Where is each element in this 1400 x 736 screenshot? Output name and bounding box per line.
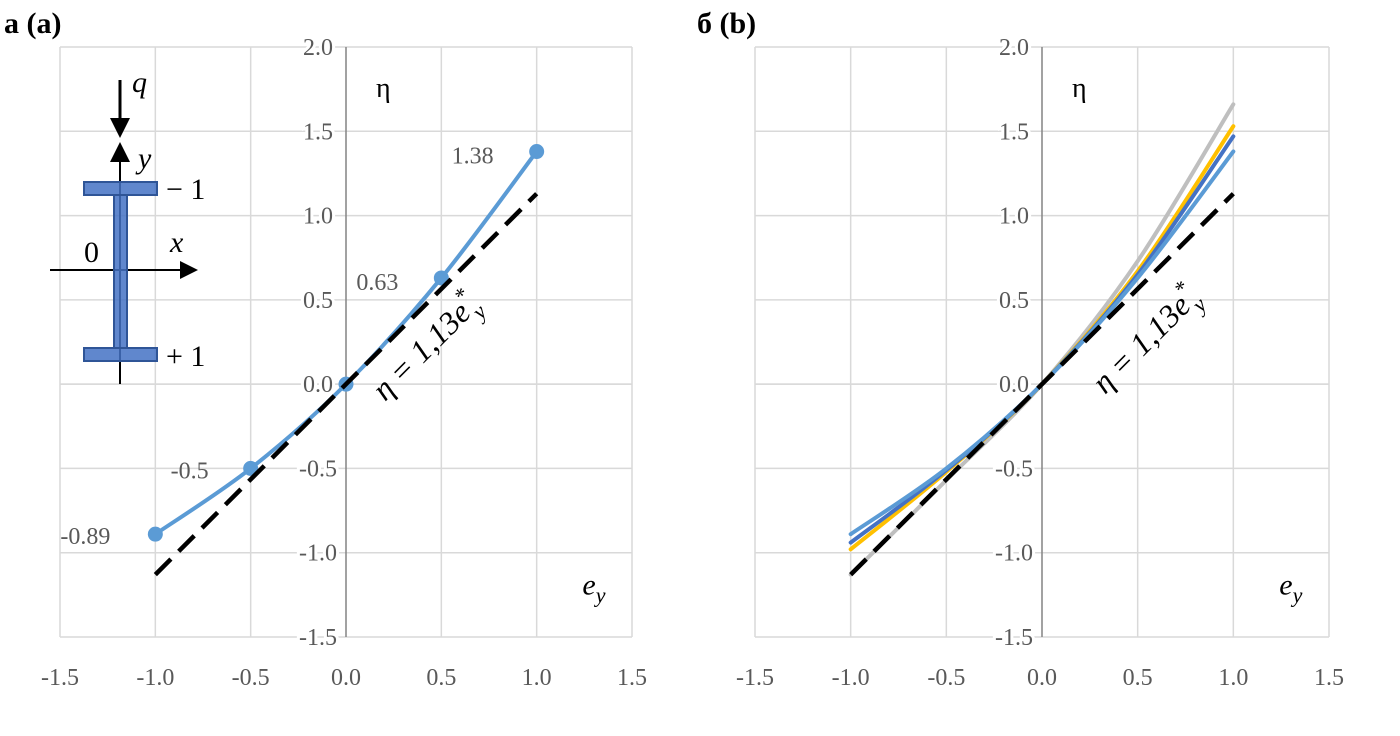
inset-load-label: q xyxy=(132,66,147,99)
y-tick-label: -1.5 xyxy=(299,625,337,651)
formula-text: η = 1,13e*y xyxy=(1081,275,1212,406)
data-point xyxy=(529,144,545,160)
data-point xyxy=(147,526,163,542)
inset-origin-label: 0 xyxy=(84,236,99,269)
y-tick-label: -1.0 xyxy=(299,541,337,567)
y-tick-label: 1.5 xyxy=(999,119,1029,145)
inset-load-arrow xyxy=(110,118,130,138)
chart-panel-b: -1.5 -1.0 -0.5 0.0 0.5 1.0 1.5 -1.5 -1.0 -0.5 0.0 0… xyxy=(697,7,1344,691)
x-tick-label: -1.0 xyxy=(832,665,870,691)
x-tick-label: 0.0 xyxy=(331,665,361,691)
chart-panel-a: -1.5 -1.0 -0.5 0.0 0.5 1.0 1.5 -1.5 -1.0 -0.5 0.0 0… xyxy=(4,7,647,691)
y-tick-label: 0.0 xyxy=(999,372,1029,398)
y-tick-label: -1.0 xyxy=(995,541,1033,567)
y-tick-label: 0.5 xyxy=(999,288,1029,314)
data-label: 0.63 xyxy=(356,270,398,296)
series-line-dashed xyxy=(849,192,1235,577)
ibeam-top-flange xyxy=(83,181,158,196)
data-label: -0.89 xyxy=(60,524,110,550)
x-axis-label: ey xyxy=(1279,568,1302,607)
x-axis-label: ey xyxy=(582,568,605,607)
y-tick-label: 2.0 xyxy=(303,35,333,61)
x-tick-label: 0.5 xyxy=(1123,665,1153,691)
inset-x-arrow xyxy=(180,261,198,279)
y-tick-label: 1.0 xyxy=(303,204,333,230)
panel-label: б (b) xyxy=(697,7,756,40)
data-point xyxy=(433,270,449,286)
x-tick-label: 1.0 xyxy=(522,665,552,691)
y-tick-label: 1.0 xyxy=(999,204,1029,230)
x-tick-label: 0.5 xyxy=(426,665,456,691)
inset-bottom-label: + 1 xyxy=(166,340,205,373)
x-tick-label: 0.0 xyxy=(1027,665,1057,691)
ibeam-inset: q y x 0 − 1 + 1 xyxy=(50,66,205,384)
x-tick-label: -1.5 xyxy=(736,665,774,691)
formula-annotation: η = 1,13e*y xyxy=(1081,275,1212,406)
y-tick-label: -0.5 xyxy=(299,456,337,482)
inset-x-label: x xyxy=(169,226,184,259)
y-tick-label: -0.5 xyxy=(995,456,1033,482)
x-tick-label: 1.5 xyxy=(1314,665,1344,691)
x-tick-label: -0.5 xyxy=(232,665,270,691)
y-axis-label: η xyxy=(376,73,391,104)
data-label: 1.38 xyxy=(452,144,494,170)
y-tick-label: -1.5 xyxy=(995,625,1033,651)
x-tick-label: -1.5 xyxy=(41,665,79,691)
x-tick-label: -1.0 xyxy=(136,665,174,691)
y-tick-label: 0.0 xyxy=(303,372,333,398)
inset-y-arrow xyxy=(110,142,130,162)
y-axis-label: η xyxy=(1072,73,1087,104)
ibeam-bottom-flange xyxy=(83,347,158,362)
x-tick-label: 1.5 xyxy=(617,665,647,691)
y-tick-label: 2.0 xyxy=(999,35,1029,61)
y-tick-label: 1.5 xyxy=(303,119,333,145)
inset-y-label: y xyxy=(135,142,152,175)
inset-top-label: − 1 xyxy=(166,173,205,206)
ibeam-web xyxy=(113,194,128,349)
y-tick-label: 0.5 xyxy=(303,288,333,314)
data-label: -0.5 xyxy=(171,458,209,484)
data-point xyxy=(243,460,259,476)
series-line-dashed xyxy=(153,192,539,577)
x-tick-label: -0.5 xyxy=(927,665,965,691)
x-tick-label: 1.0 xyxy=(1218,665,1248,691)
panel-label: а (a) xyxy=(4,7,61,40)
